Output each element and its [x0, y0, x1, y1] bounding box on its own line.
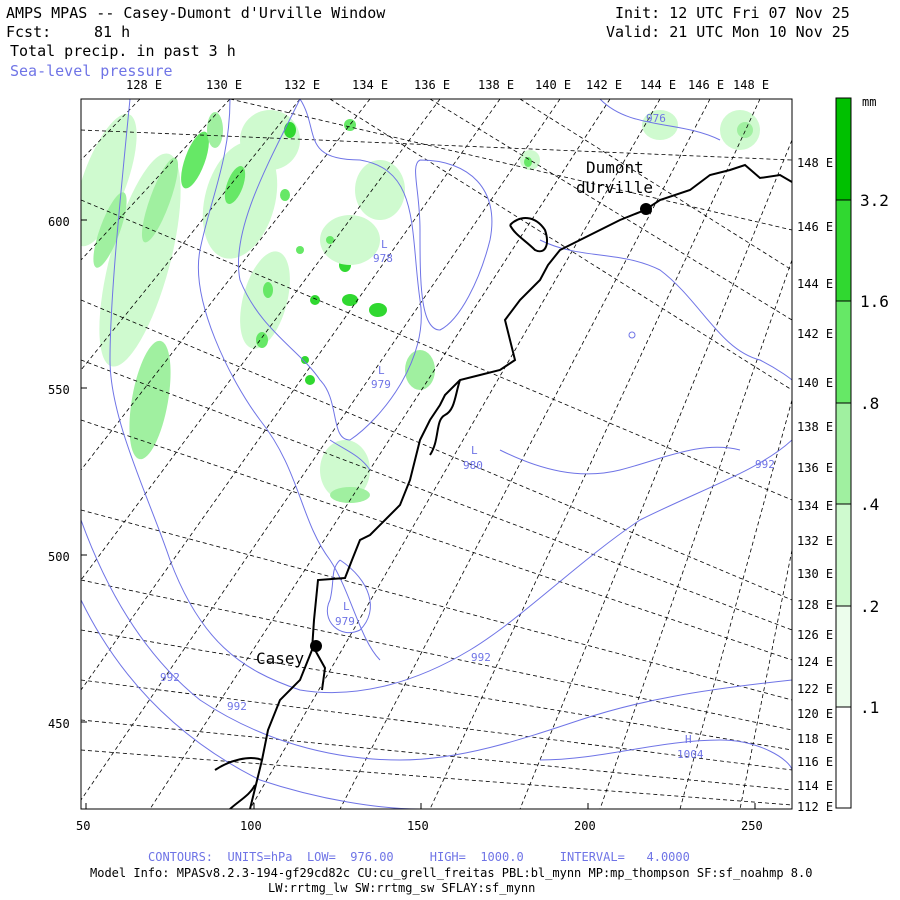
contour-label: L [343, 600, 350, 613]
contour-label: 979 [371, 378, 391, 391]
station-marker [310, 640, 322, 652]
lon-label: 118 E [797, 732, 833, 746]
map-title: AMPS MPAS -- Casey-Dumont d'Urville Wind… [6, 4, 386, 22]
legend-swatch [836, 504, 851, 606]
lon-label: 132 E [797, 534, 833, 548]
right-lon-labels: 148 E 146 E 144 E 142 E 140 E 138 E 136 … [797, 156, 833, 814]
lon-label: 126 E [797, 628, 833, 642]
y-tick-label: 500 [48, 550, 70, 564]
map-frame [80, 98, 793, 810]
top-lon-labels: 128 E 130 E 132 E 134 E 136 E 138 E 140 … [126, 78, 769, 92]
legend-swatch [836, 403, 851, 504]
lon-label: 136 E [797, 461, 833, 475]
station-marker [640, 203, 652, 215]
contour-label: L [381, 238, 388, 251]
lon-label: 134 E [352, 78, 388, 92]
lon-label: 112 E [797, 800, 833, 814]
y-tick-label: 600 [48, 215, 70, 229]
lon-label: 130 E [206, 78, 242, 92]
legend-level: .4 [860, 495, 879, 514]
x-tick-label: 50 [76, 819, 90, 833]
contour-label: 1004 [677, 748, 704, 761]
lon-label: 138 E [797, 420, 833, 434]
station-label: Dumont [586, 158, 644, 177]
lon-label: 142 E [586, 78, 622, 92]
lon-label: 140 E [535, 78, 571, 92]
contour-label: 976 [646, 112, 666, 125]
lon-label: 122 E [797, 682, 833, 696]
contour-label: 992 [227, 700, 247, 713]
lon-label: 144 E [797, 277, 833, 291]
contour-label: 979 [335, 615, 355, 628]
field-label: Total precip. in past 3 h [10, 42, 236, 60]
contour-label: L [471, 444, 478, 457]
y-tick-label: 450 [48, 717, 70, 731]
y-axis: 600 550 500 450 [48, 215, 87, 731]
x-axis: 50 100 150 200 250 [76, 803, 763, 833]
model-info-line2: LW:rrtmg_lw SW:rrtmg_sw SFLAY:sf_mynn [268, 881, 536, 895]
lon-label: 148 E [733, 78, 769, 92]
model-info: Model Info: MPASv8.2.3-194-gf29cd82c CU:… [90, 866, 813, 880]
x-tick-label: 150 [407, 819, 429, 833]
lon-label: 116 E [797, 755, 833, 769]
contour-info: CONTOURS: UNITS=hPa LOW= 976.00 HIGH= 10… [148, 850, 690, 864]
lon-label: 124 E [797, 655, 833, 669]
lon-label: 134 E [797, 499, 833, 513]
x-tick-label: 200 [574, 819, 596, 833]
init-time: Init: 12 UTC Fri 07 Nov 25 [615, 4, 850, 22]
legend-level: .8 [860, 394, 879, 413]
lon-label: 136 E [414, 78, 450, 92]
lon-label: 142 E [797, 327, 833, 341]
pressure-contours [81, 99, 792, 809]
legend-swatch [836, 301, 851, 403]
precip-legend: mm 3.2 1.6 .8 .4 .2 .1 [835, 95, 889, 809]
contour-labels: 976 L 978 L 979 L 980 992 L 979 992 992 … [160, 112, 775, 761]
contour-label: 992 [755, 458, 775, 471]
lon-label: 128 E [797, 598, 833, 612]
station-dumont-durville: Dumont dUrville [576, 158, 653, 215]
legend-swatch [836, 707, 851, 808]
lon-label: 144 E [640, 78, 676, 92]
contour-label: 992 [471, 651, 491, 664]
contour-label: 978 [373, 252, 393, 265]
lon-label: 146 E [688, 78, 724, 92]
x-tick-label: 100 [240, 819, 262, 833]
lon-label: 132 E [284, 78, 320, 92]
valid-time: Valid: 21 UTC Mon 10 Nov 25 [606, 23, 850, 41]
lon-label: 120 E [797, 707, 833, 721]
lon-label: 114 E [797, 779, 833, 793]
legend-unit: mm [862, 95, 876, 109]
station-label-line2: dUrville [576, 178, 653, 197]
coastline [214, 163, 792, 809]
legend-swatch [836, 98, 851, 200]
station-casey: Casey [256, 640, 322, 668]
forecast-label: Fcst: [6, 23, 52, 41]
lon-label: 138 E [478, 78, 514, 92]
legend-level: 3.2 [860, 191, 889, 210]
lon-label: 128 E [126, 78, 162, 92]
map-content [81, 99, 792, 809]
lon-label: 148 E [797, 156, 833, 170]
x-tick-label: 250 [741, 819, 763, 833]
overlay-label: Sea-level pressure [10, 62, 173, 80]
legend-level: .1 [860, 698, 879, 717]
lon-label: 130 E [797, 567, 833, 581]
contour-label: H [685, 733, 692, 746]
legend-swatch [836, 606, 851, 707]
map-frame-bg [81, 99, 792, 809]
forecast-hour: 81 h [94, 23, 131, 41]
contour-label: 980 [463, 459, 483, 472]
legend-level: 1.6 [860, 292, 889, 311]
lon-label: 146 E [797, 220, 833, 234]
contour-label: 992 [160, 671, 180, 684]
legend-level: .2 [860, 597, 879, 616]
lon-label: 140 E [797, 376, 833, 390]
legend-swatch [836, 200, 851, 301]
contour-label: L [378, 364, 385, 377]
station-label: Casey [256, 649, 305, 668]
y-tick-label: 550 [48, 383, 70, 397]
